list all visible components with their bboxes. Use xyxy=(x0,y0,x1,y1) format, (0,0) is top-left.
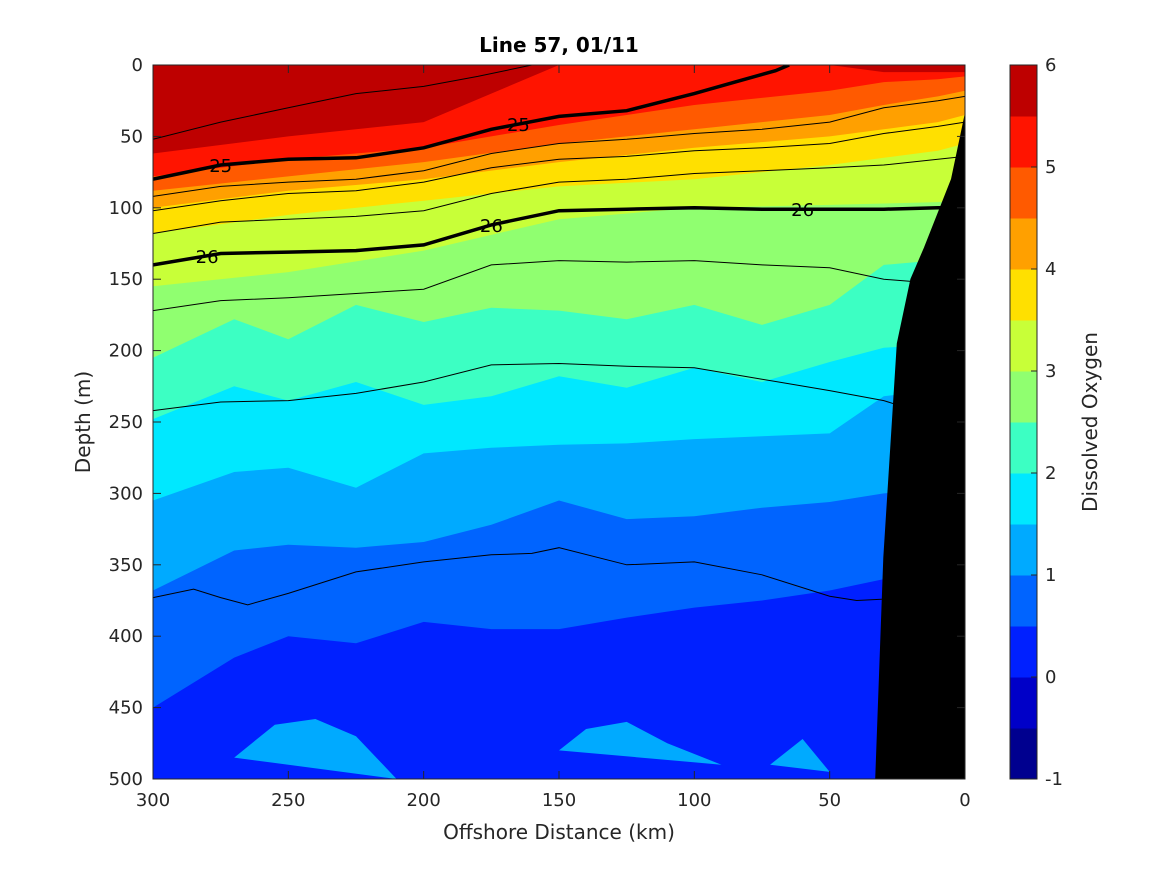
bathymetry-layer xyxy=(875,114,965,779)
colorbar-segment xyxy=(1010,575,1037,627)
y-tick-label: 150 xyxy=(109,269,143,290)
density-contour-25 xyxy=(153,65,790,181)
x-axis-label: Offshore Distance (km) xyxy=(443,820,675,844)
density-contour-26 xyxy=(153,206,965,267)
contour-label: 26 xyxy=(791,200,814,221)
y-tick-label: 400 xyxy=(109,626,143,647)
colorbar-segment xyxy=(1010,371,1037,423)
colorbar-tick-label: 0 xyxy=(1045,667,1056,688)
y-tick-label: 200 xyxy=(109,341,143,362)
density-contour xyxy=(153,65,533,140)
colorbar-segment xyxy=(1010,728,1037,780)
oxygen-band-below-0.5 xyxy=(153,571,965,779)
colorbar-tick-label: 4 xyxy=(1045,259,1056,280)
colorbar-segment xyxy=(1010,473,1037,525)
colorbar-segment xyxy=(1010,422,1037,474)
x-tick-label: 0 xyxy=(959,790,970,811)
colorbar-segment xyxy=(1010,626,1037,678)
density-contour xyxy=(153,95,965,197)
density-contour xyxy=(153,547,884,606)
y-axis: 0 50 100 150 200 250 300 350 400 450 500 xyxy=(109,55,965,790)
colorbar-segment xyxy=(1010,524,1037,576)
density-contour-layer: 25 25 26 26 26 xyxy=(153,65,965,606)
plot-area: 25 25 26 26 26 xyxy=(153,65,965,779)
colorbar-segment xyxy=(1010,320,1037,372)
x-tick-label: 100 xyxy=(677,790,711,811)
contour-label: 26 xyxy=(196,247,219,268)
density-contour xyxy=(153,260,938,312)
oxygen-pocket xyxy=(234,719,397,779)
bathymetry xyxy=(875,114,965,779)
contour-label: 25 xyxy=(209,156,232,177)
colorbar-tick-label: 1 xyxy=(1045,565,1056,586)
y-tick-label: 350 xyxy=(109,555,143,576)
colorbar-segment xyxy=(1010,218,1037,270)
contour-label: 26 xyxy=(480,216,503,237)
y-tick-label: 450 xyxy=(109,698,143,719)
x-tick-label: 250 xyxy=(271,790,305,811)
colorbar-tick-label: 2 xyxy=(1045,463,1056,484)
y-axis-label: Depth (m) xyxy=(71,371,95,473)
y-tick-label: 100 xyxy=(109,198,143,219)
oxygen-pocket xyxy=(770,739,830,772)
x-tick-label: 50 xyxy=(818,790,841,811)
colorbar-tick-label: 3 xyxy=(1045,361,1056,382)
colorbar-segment xyxy=(1010,167,1037,219)
x-tick-label: 150 xyxy=(542,790,576,811)
colorbar-segment xyxy=(1010,677,1037,729)
colorbar-tick-label: 5 xyxy=(1045,157,1056,178)
colorbar-frame xyxy=(1009,64,1038,780)
x-tick-label: 200 xyxy=(406,790,440,811)
colorbar-segment xyxy=(1010,269,1037,321)
oxygen-fill-layer xyxy=(153,65,965,779)
density-contour xyxy=(153,155,965,234)
colorbar xyxy=(1009,64,1038,780)
colorbar-ticks: -1 0 1 2 3 4 5 6 xyxy=(1031,55,1063,790)
colorbar-tick-label: -1 xyxy=(1045,769,1063,790)
y-tick-label: 300 xyxy=(109,483,143,504)
x-tick-label: 300 xyxy=(136,790,170,811)
y-tick-label: 500 xyxy=(109,769,143,790)
y-tick-label: 50 xyxy=(120,126,143,147)
colorbar-segment xyxy=(1010,65,1037,117)
x-axis: 300 250 200 150 100 50 0 xyxy=(136,65,971,811)
y-tick-label: 0 xyxy=(132,55,143,76)
colorbar-label: Dissolved Oxygen xyxy=(1078,332,1102,512)
oxygen-pocket xyxy=(559,721,722,765)
y-tick-label: 250 xyxy=(109,412,143,433)
density-contour xyxy=(153,121,965,212)
chart-title: Line 57, 01/11 xyxy=(479,33,639,57)
contour-label: 25 xyxy=(507,115,530,136)
colorbar-segment xyxy=(1010,116,1037,168)
colorbar-tick-label: 6 xyxy=(1045,55,1056,76)
density-contour xyxy=(153,362,898,412)
